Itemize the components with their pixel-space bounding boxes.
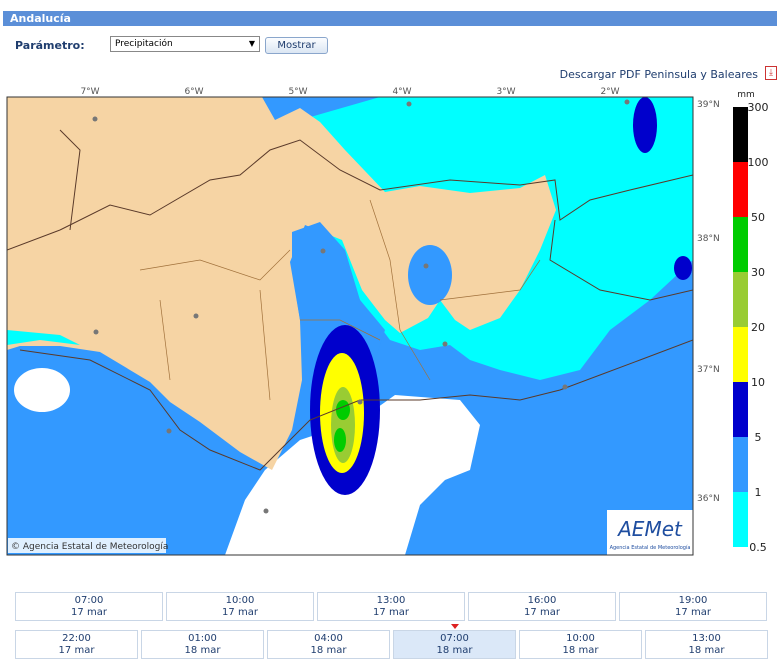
- time-button[interactable]: 16:00 17 mar: [468, 592, 616, 621]
- pdf-icon[interactable]: ⤓: [765, 66, 777, 80]
- time-time: 16:00: [527, 595, 557, 606]
- time-button[interactable]: 19:00 17 mar: [619, 592, 767, 621]
- legend-level: 5: [755, 431, 762, 444]
- time-button[interactable]: 07:00 18 mar: [393, 630, 516, 659]
- longitude-label: 2°W: [600, 87, 619, 97]
- time-button[interactable]: 04:00 18 mar: [267, 630, 390, 659]
- time-date: 17 mar: [675, 607, 711, 618]
- time-time: 10:00: [225, 595, 255, 606]
- legend-swatch: [733, 327, 748, 382]
- legend-swatch: [733, 217, 748, 272]
- time-date: 18 mar: [310, 645, 347, 656]
- logo-name: AEMet: [616, 517, 683, 541]
- legend-unit: mm: [737, 90, 755, 100]
- selected-marker: [450, 624, 459, 629]
- time-time: 07:00: [74, 595, 104, 606]
- latitude-label: 38°N: [697, 234, 720, 244]
- download-link[interactable]: Descargar PDF Peninsula y Baleares: [559, 68, 758, 81]
- time-date: 17 mar: [524, 607, 560, 618]
- time-button[interactable]: 10:00 18 mar: [519, 630, 642, 659]
- legend-swatch: [733, 107, 748, 162]
- legend-level: 30: [751, 266, 765, 279]
- legend-level: 10: [751, 376, 765, 389]
- time-date: 17 mar: [373, 607, 409, 618]
- legend-swatch: [733, 437, 748, 492]
- legend-level: 20: [751, 321, 765, 334]
- longitude-label: 3°W: [496, 87, 515, 97]
- time-button[interactable]: 13:00 17 mar: [317, 592, 465, 621]
- time-time: 22:00: [62, 633, 91, 644]
- map-area: © Agencia Estatal de Meteorología AEMet …: [6, 87, 769, 556]
- time-button[interactable]: 10:00 17 mar: [166, 592, 314, 621]
- legend-swatch: [733, 162, 748, 217]
- time-time: 01:00: [188, 633, 217, 644]
- legend-swatch: [733, 382, 748, 437]
- legend-level: 1: [755, 486, 762, 499]
- parameter-select[interactable]: Precipitación ▼: [110, 36, 260, 52]
- time-date: 17 mar: [58, 645, 95, 656]
- show-button[interactable]: Mostrar: [265, 37, 328, 54]
- legend-level: 300: [748, 101, 769, 114]
- longitude-label: 7°W: [80, 87, 99, 97]
- legend-swatch: [733, 272, 748, 327]
- legend-swatch: [733, 492, 748, 547]
- time-date: 18 mar: [562, 645, 599, 656]
- time-time: 04:00: [314, 633, 343, 644]
- parameter-label: Parámetro:: [15, 39, 85, 52]
- time-button[interactable]: 22:00 17 mar: [15, 630, 138, 659]
- time-date: 17 mar: [71, 607, 107, 618]
- map: © Agencia Estatal de Meteorología AEMet …: [7, 97, 693, 555]
- time-time: 10:00: [566, 633, 595, 644]
- longitude-label: 4°W: [392, 87, 411, 97]
- map-frame: [6, 96, 694, 556]
- time-time: 19:00: [678, 595, 708, 606]
- time-button[interactable]: 07:00 17 mar: [15, 592, 163, 621]
- legend-level: 50: [751, 211, 765, 224]
- latitude-label: 36°N: [697, 494, 720, 504]
- time-time: 07:00: [440, 633, 469, 644]
- map-copyright: © Agencia Estatal de Meteorología: [11, 542, 168, 552]
- latitude-label: 37°N: [697, 365, 720, 375]
- select-value: Precipitación: [115, 39, 173, 49]
- time-date: 18 mar: [184, 645, 221, 656]
- latitude-label: 39°N: [697, 100, 720, 110]
- time-date: 18 mar: [436, 645, 473, 656]
- time-date: 17 mar: [222, 607, 258, 618]
- longitude-label: 5°W: [288, 87, 307, 97]
- time-button[interactable]: 01:00 18 mar: [141, 630, 264, 659]
- legend-level: 0.5: [749, 541, 767, 554]
- time-time: 13:00: [692, 633, 721, 644]
- legend-level: 100: [748, 156, 769, 169]
- time-time: 13:00: [376, 595, 406, 606]
- longitude-label: 6°W: [184, 87, 203, 97]
- header-title: Andalucía: [3, 11, 777, 26]
- time-button[interactable]: 13:00 18 mar: [645, 630, 768, 659]
- logo-subtitle: Agencia Estatal de Meteorología: [610, 544, 691, 551]
- time-date: 18 mar: [688, 645, 725, 656]
